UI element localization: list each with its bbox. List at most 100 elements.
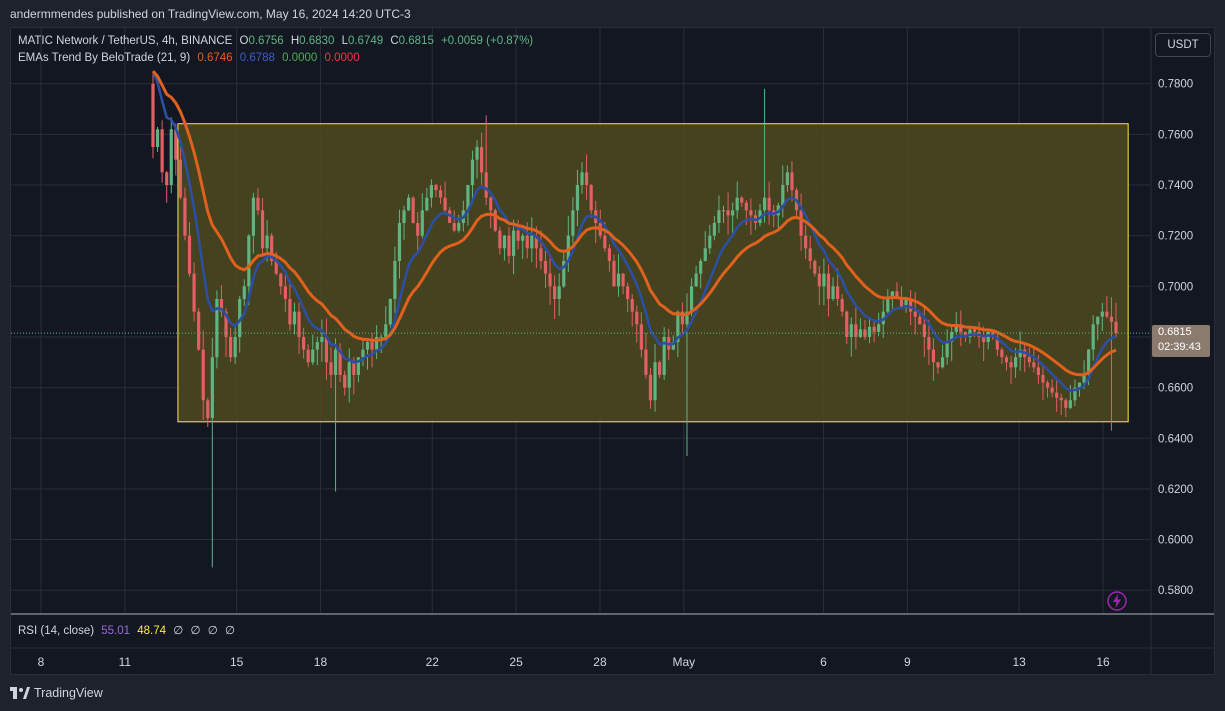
candle-body bbox=[228, 336, 233, 358]
candle-body bbox=[968, 329, 972, 337]
candle-body bbox=[279, 273, 283, 287]
candle-body bbox=[762, 197, 767, 211]
x-tick-label: May bbox=[672, 655, 695, 669]
ema9-line bbox=[151, 70, 1117, 392]
symbol-legend: MATIC Network / TetherUS, 4h, BINANCE O0… bbox=[18, 35, 537, 47]
y-tick-label: 0.6000 bbox=[1158, 535, 1193, 547]
rsi-legend: RSI (14, close) 55.01 48.74 ∅ ∅ ∅ ∅ bbox=[18, 623, 239, 637]
candle-body bbox=[982, 336, 986, 343]
change-value: +0.0059 (+0.87%) bbox=[441, 35, 534, 47]
candle-body bbox=[233, 336, 237, 358]
candle-body bbox=[343, 374, 347, 388]
candle-body bbox=[379, 336, 383, 338]
rsi-empty-1: ∅ bbox=[173, 625, 184, 637]
candle-body bbox=[799, 210, 803, 236]
indicator-name[interactable]: EMAs Trend By BeloTrade (21, 9) bbox=[18, 52, 191, 64]
candle-body bbox=[658, 362, 662, 375]
candle-body bbox=[895, 291, 899, 299]
candle-body bbox=[1050, 387, 1054, 393]
y-tick-label: 0.7800 bbox=[1158, 79, 1193, 91]
candle-body bbox=[507, 235, 511, 256]
y-tick-label: 0.5800 bbox=[1158, 585, 1193, 597]
candle-body bbox=[292, 311, 297, 325]
candle-body bbox=[694, 273, 698, 287]
candle-body bbox=[712, 223, 716, 236]
candle-body bbox=[616, 273, 621, 287]
candle-body bbox=[1018, 349, 1022, 358]
candle-body bbox=[890, 291, 894, 299]
candle-body bbox=[1027, 357, 1031, 363]
candle-body bbox=[1000, 349, 1004, 358]
candle-body bbox=[922, 324, 926, 337]
candle-body bbox=[584, 172, 589, 186]
candle-body bbox=[178, 159, 182, 198]
candle-body bbox=[534, 235, 538, 249]
candle-body bbox=[603, 235, 607, 249]
candle-body bbox=[621, 273, 625, 287]
x-tick-label: 13 bbox=[1012, 655, 1026, 669]
rsi-empty-4: ∅ bbox=[224, 625, 235, 637]
candle-body bbox=[242, 286, 246, 299]
candle-body bbox=[493, 210, 497, 231]
y-tick-label: 0.7000 bbox=[1158, 281, 1193, 293]
candle-body bbox=[680, 311, 685, 325]
candle-body bbox=[511, 230, 516, 256]
lightning-icon[interactable] bbox=[1106, 590, 1128, 612]
candle-body bbox=[886, 298, 890, 312]
candle-body bbox=[388, 298, 392, 325]
candle-body bbox=[238, 298, 242, 337]
candle-body bbox=[539, 248, 543, 261]
candle-body bbox=[872, 326, 876, 332]
candle-body bbox=[160, 129, 164, 173]
candle-body bbox=[406, 197, 411, 211]
candle-body bbox=[1064, 400, 1068, 408]
low-label: L bbox=[341, 35, 348, 47]
symbol-name[interactable]: MATIC Network / TetherUS, 4h, BINANCE bbox=[18, 35, 233, 47]
candle-body bbox=[1041, 374, 1045, 383]
candle-body bbox=[420, 210, 424, 236]
x-tick-label: 28 bbox=[593, 655, 607, 669]
candle-body bbox=[826, 273, 831, 299]
candle-body bbox=[648, 374, 653, 401]
candle-body bbox=[1100, 311, 1104, 317]
bar-countdown: 02:39:43 bbox=[1158, 341, 1201, 354]
candle-body bbox=[530, 235, 534, 249]
candle-body bbox=[251, 197, 256, 236]
tradingview-footer[interactable]: TradingView bbox=[10, 686, 103, 700]
candle-body bbox=[954, 324, 958, 332]
candle-body bbox=[429, 185, 434, 198]
candle-body bbox=[256, 197, 260, 211]
candle-body bbox=[165, 172, 169, 186]
candle-body bbox=[653, 362, 657, 401]
candle-body bbox=[169, 129, 173, 186]
candle-body bbox=[849, 324, 853, 337]
candle-body bbox=[972, 329, 977, 332]
candle-body bbox=[516, 230, 520, 241]
candle-body bbox=[288, 298, 292, 325]
candle-body bbox=[635, 311, 639, 325]
candle-body bbox=[397, 223, 402, 261]
candle-body bbox=[329, 362, 333, 375]
y-tick-label: 0.6200 bbox=[1158, 484, 1193, 496]
candle-body bbox=[393, 260, 397, 299]
candle-body bbox=[438, 190, 443, 198]
currency-button[interactable]: USDT bbox=[1155, 33, 1211, 57]
candle-body bbox=[662, 336, 666, 375]
candle-body bbox=[904, 298, 908, 307]
candle-body bbox=[644, 349, 648, 375]
indicator-value-3: 0.0000 bbox=[282, 52, 318, 64]
candle-body bbox=[918, 316, 922, 325]
candle-body bbox=[1105, 311, 1109, 317]
y-tick-label: 0.6400 bbox=[1158, 433, 1193, 445]
candle-body bbox=[854, 324, 858, 337]
candle-body bbox=[480, 147, 484, 173]
candle-body bbox=[183, 197, 187, 236]
candle-body bbox=[995, 336, 999, 350]
rsi-label[interactable]: RSI (14, close) bbox=[18, 625, 95, 637]
candle-body bbox=[315, 342, 319, 350]
candle-body bbox=[402, 210, 406, 223]
candle-body bbox=[781, 185, 785, 206]
candle-body bbox=[1059, 397, 1063, 401]
candle-body bbox=[260, 210, 265, 249]
